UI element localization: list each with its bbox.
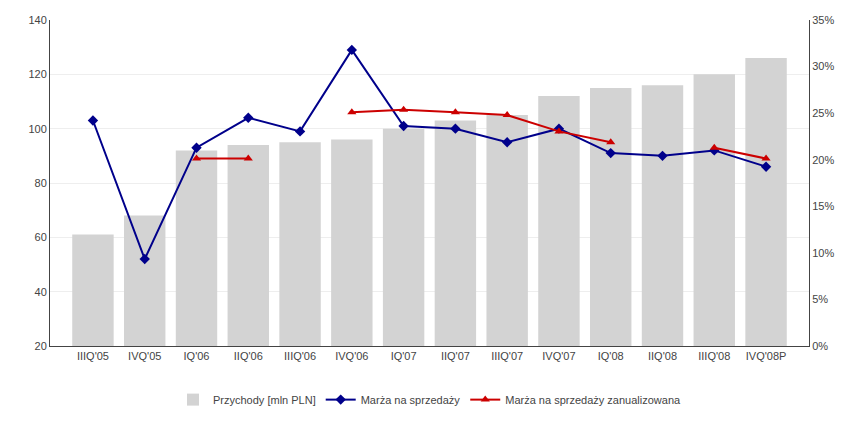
svg-text:Marża na sprzedaży: Marża na sprzedaży <box>361 394 461 406</box>
svg-text:IVQ'07: IVQ'07 <box>542 350 575 362</box>
svg-text:20%: 20% <box>812 154 834 166</box>
svg-text:100: 100 <box>28 123 46 135</box>
svg-text:15%: 15% <box>812 200 834 212</box>
svg-text:IIIQ'08: IIIQ'08 <box>698 350 730 362</box>
svg-text:IIQ'06: IIQ'06 <box>234 350 263 362</box>
svg-text:IIIQ'06: IIIQ'06 <box>284 350 316 362</box>
svg-text:120: 120 <box>28 68 46 80</box>
svg-text:IVQ'05: IVQ'05 <box>128 350 161 362</box>
svg-text:20: 20 <box>35 340 47 352</box>
svg-text:5%: 5% <box>812 293 828 305</box>
svg-text:Marża na sprzedaży zanualizowa: Marża na sprzedaży zanualizowana <box>505 394 681 406</box>
svg-text:35%: 35% <box>812 14 834 26</box>
svg-text:25%: 25% <box>812 107 834 119</box>
svg-text:IVQ'06: IVQ'06 <box>335 350 368 362</box>
svg-text:IVQ'08P: IVQ'08P <box>746 350 787 362</box>
svg-text:IIIQ'05: IIIQ'05 <box>77 350 109 362</box>
svg-text:40: 40 <box>35 286 47 298</box>
svg-text:60: 60 <box>35 231 47 243</box>
svg-text:30%: 30% <box>812 60 834 72</box>
svg-text:10%: 10% <box>812 247 834 259</box>
svg-text:IIIQ'07: IIIQ'07 <box>491 350 523 362</box>
svg-text:IIQ'08: IIQ'08 <box>648 350 677 362</box>
svg-text:IQ'06: IQ'06 <box>184 350 210 362</box>
svg-text:0%: 0% <box>812 340 828 352</box>
svg-text:Przychody [mln PLN]: Przychody [mln PLN] <box>213 394 316 406</box>
svg-text:IQ'07: IQ'07 <box>391 350 417 362</box>
svg-text:80: 80 <box>35 177 47 189</box>
svg-text:140: 140 <box>28 14 46 26</box>
svg-text:IIQ'07: IIQ'07 <box>441 350 470 362</box>
svg-text:IQ'08: IQ'08 <box>598 350 624 362</box>
